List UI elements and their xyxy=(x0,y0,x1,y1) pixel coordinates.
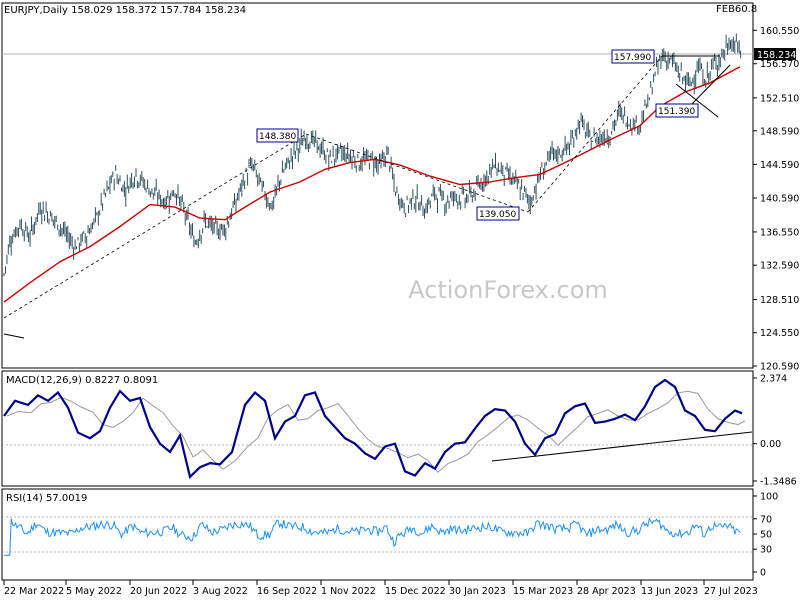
macd-trendline xyxy=(491,431,753,462)
trendline-down-1 xyxy=(305,133,529,213)
x-tick-label: 15 Mar 2023 xyxy=(513,586,573,597)
price-tick-label: 136.550 xyxy=(760,227,799,238)
macd-tick-label: 0.00 xyxy=(760,439,781,450)
macd-line xyxy=(3,378,743,480)
trendline-up-1 xyxy=(3,133,307,319)
trendline-up-2 xyxy=(527,55,663,213)
annotation-157990: 157.990 xyxy=(611,49,655,64)
x-tick-label: 20 Jun 2022 xyxy=(130,586,187,597)
channel-line-2 xyxy=(687,64,731,109)
rsi-line xyxy=(4,517,741,556)
x-tick-label: 27 Jul 2023 xyxy=(704,586,758,597)
svg-text:151.390: 151.390 xyxy=(658,107,695,117)
price-tick-label: 128.510 xyxy=(760,295,799,306)
price-tick-label: 132.590 xyxy=(760,261,799,272)
x-tick-label: 15 Dec 2022 xyxy=(385,586,446,597)
price-tick-label: 152.510 xyxy=(760,93,799,104)
rsi-tick-label: 30 xyxy=(760,545,772,556)
annotation-139050: 139.050 xyxy=(476,206,520,221)
macd-panel-frame xyxy=(1,370,754,487)
rsi-label: RSI(14) 57.0019 xyxy=(6,493,87,504)
svg-text:139.050: 139.050 xyxy=(479,210,516,220)
macd-tick-label: 2.374 xyxy=(760,374,787,385)
price-tick-label: 156.570 xyxy=(760,59,799,70)
svg-text:148.380: 148.380 xyxy=(259,132,296,142)
price-bars xyxy=(3,33,742,277)
price-panel-frame xyxy=(1,2,754,369)
price-tick-label: 144.590 xyxy=(760,160,799,171)
chart-title: EURJPY,Daily 158.029 158.372 157.784 158… xyxy=(4,5,246,16)
annotation-151390: 151.390 xyxy=(655,103,699,118)
svg-text:158.234: 158.234 xyxy=(757,50,796,61)
price-axis: 160.550 156.570 152.510 148.590 144.590 140.5… xyxy=(753,26,799,373)
x-tick-label: 13 Jun 2023 xyxy=(641,586,698,597)
price-tick-label: 148.590 xyxy=(760,126,799,137)
x-tick-label: 30 Jan 2023 xyxy=(449,586,506,597)
x-tick-label: 1 Nov 2022 xyxy=(321,586,376,597)
annotation-148380: 148.380 xyxy=(256,128,299,143)
svg-text:157.990: 157.990 xyxy=(614,53,651,63)
x-axis: 22 Mar 2022 5 May 2022 20 Jun 2022 3 Aug 20… xyxy=(3,580,758,597)
watermark: ActionForex.com xyxy=(408,276,608,304)
old-trendline xyxy=(3,333,25,339)
rsi-tick-label: 100 xyxy=(760,492,778,503)
rsi-tick-label: 70 xyxy=(760,514,772,525)
x-tick-label: 28 Apr 2023 xyxy=(577,586,636,597)
moving-average-line xyxy=(3,66,741,303)
x-tick-label: 16 Sep 2022 xyxy=(257,586,317,597)
macd-axis: 2.374 0.00 -1.3486 xyxy=(753,374,797,488)
x-tick-label: 22 Mar 2022 xyxy=(4,586,64,597)
channel-line-1 xyxy=(675,83,719,118)
macd-tick-label: -1.3486 xyxy=(760,477,797,488)
rsi-tick-label: 50 xyxy=(760,530,772,541)
x-tick-label: 3 Aug 2022 xyxy=(193,586,248,597)
last-price-tag: 158.234 xyxy=(754,48,796,61)
rsi-axis: 100 70 50 30 0 xyxy=(753,492,778,579)
top-right-label: FEB60.8 xyxy=(716,4,757,15)
x-tick-label: 5 May 2022 xyxy=(66,586,122,597)
price-tick-label: 160.550 xyxy=(760,26,799,37)
macd-label: MACD(12,26,9) 0.8227 0.8091 xyxy=(6,375,158,386)
rsi-tick-label: 0 xyxy=(760,568,766,579)
price-tick-label: 120.590 xyxy=(760,362,799,373)
price-tick-label: 140.590 xyxy=(760,193,799,204)
macd-signal-line xyxy=(6,390,746,473)
price-tick-label: 124.550 xyxy=(760,328,799,339)
